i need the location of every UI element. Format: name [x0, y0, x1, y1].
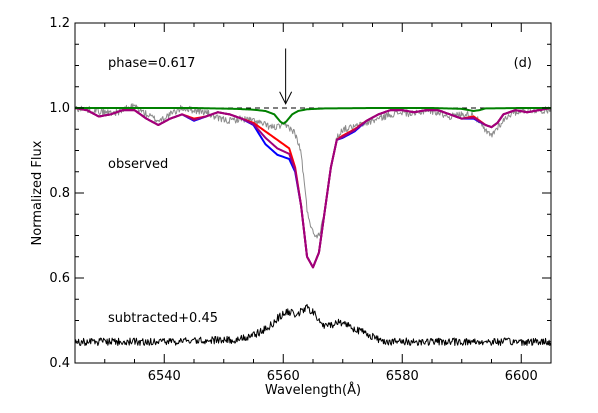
annotation-layer: phase=0.617 (d) observed subtracted+0.45	[108, 48, 532, 326]
series-line-model-red	[74, 107, 552, 269]
x-tick-label: 6580	[386, 369, 419, 384]
subtracted-label: subtracted+0.45	[108, 311, 218, 326]
x-axis-title: Wavelength(Å)	[265, 382, 361, 398]
x-tick-label: 6540	[148, 369, 181, 384]
y-tick-label: 0.6	[49, 271, 70, 286]
x-tick-label: 6600	[505, 369, 538, 384]
x-tick-label: 6560	[267, 369, 300, 384]
arrow-icon	[279, 91, 293, 105]
panel-label: (d)	[514, 56, 532, 71]
observed-label: observed	[108, 157, 168, 172]
phase-label: phase=0.617	[108, 56, 195, 71]
y-tick-label: 1.0	[49, 101, 70, 116]
series-line-model-green	[75, 107, 551, 125]
series-line-model-purple	[74, 107, 552, 269]
series-layer	[74, 103, 552, 347]
y-axis-title: Normalized Flux	[30, 140, 45, 245]
series-line-model-blue	[74, 107, 552, 269]
tick-labels-layer: 6540 6560 6580 6600 0.4 0.6 0.8 1.0 1.2	[49, 16, 537, 384]
series-line-observed	[74, 103, 552, 239]
y-tick-label: 1.2	[49, 16, 70, 31]
y-tick-label: 0.8	[49, 186, 70, 201]
y-tick-label: 0.4	[49, 356, 70, 371]
ticks-layer	[74, 22, 552, 364]
series-line-subtracted	[74, 303, 552, 347]
